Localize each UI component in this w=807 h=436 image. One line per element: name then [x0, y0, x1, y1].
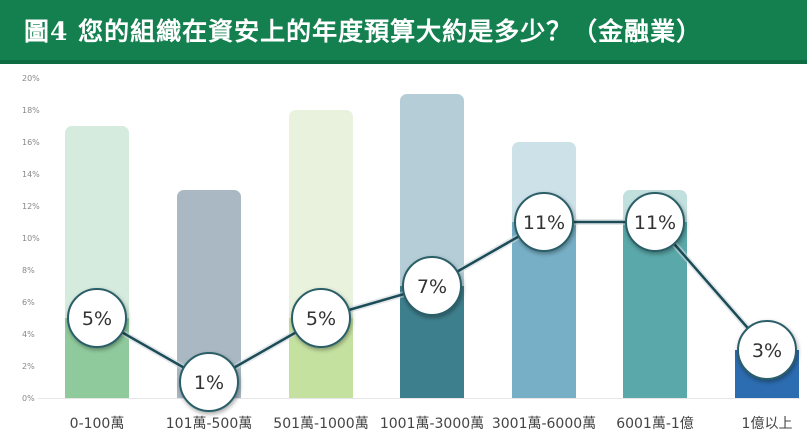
data-label: 11%: [523, 212, 565, 234]
bar-series: [65, 94, 799, 398]
data-point-marker: [514, 192, 574, 252]
x-tick-label: 101萬-500萬: [166, 416, 253, 432]
y-tick-label: 16%: [22, 138, 40, 147]
x-axis-labels: 0-100萬 101萬-500萬 501萬-1000萬 1001萬-3000萬 3001…: [70, 416, 793, 432]
data-point-marker: [625, 192, 685, 252]
x-tick-label: 6001萬-1億: [616, 416, 694, 432]
title-divider: [0, 60, 807, 64]
y-tick-label: 20%: [22, 74, 40, 83]
data-label: 11%: [634, 212, 676, 234]
data-label: 7%: [417, 276, 447, 298]
data-point-marker: [402, 256, 462, 316]
y-tick-label: 0%: [22, 394, 35, 403]
bar: [177, 190, 241, 398]
chart-plot: 0% 2% 4% 6% 8% 10% 12% 14% 16% 18% 20% 5% 1% 5% 7% 11%…: [22, 74, 800, 432]
y-tick-label: 8%: [22, 266, 35, 275]
data-point-marker: [291, 288, 351, 348]
y-tick-label: 2%: [22, 362, 35, 371]
y-tick-label: 6%: [22, 298, 35, 307]
x-tick-label: 1億以上: [742, 416, 793, 432]
y-tick-label: 10%: [22, 234, 40, 243]
x-tick-label: 3001萬-6000萬: [492, 416, 596, 432]
data-point-marker: [179, 352, 239, 412]
data-label: 3%: [752, 340, 782, 362]
y-tick-label: 4%: [22, 330, 35, 339]
percentage-bubbles: 5% 1% 5% 7% 11% 11% 3%: [67, 192, 797, 412]
data-point-marker: [737, 320, 797, 380]
x-tick-label: 0-100萬: [70, 416, 125, 432]
y-tick-label: 14%: [22, 170, 40, 179]
y-tick-label: 12%: [22, 202, 40, 211]
x-tick-label: 501萬-1000萬: [273, 416, 368, 432]
y-tick-label: 18%: [22, 106, 40, 115]
data-label: 5%: [306, 308, 336, 330]
data-label: 5%: [82, 308, 112, 330]
x-tick-label: 1001萬-3000萬: [380, 416, 484, 432]
chart-title-bar: 圖4 您的組織在資安上的年度預算大約是多少？（金融業）: [0, 0, 807, 60]
chart-title: 圖4 您的組織在資安上的年度預算大約是多少？（金融業）: [24, 17, 703, 46]
y-axis: 0% 2% 4% 6% 8% 10% 12% 14% 16% 18% 20%: [22, 74, 800, 403]
data-label: 1%: [194, 372, 224, 394]
data-point-marker: [67, 288, 127, 348]
